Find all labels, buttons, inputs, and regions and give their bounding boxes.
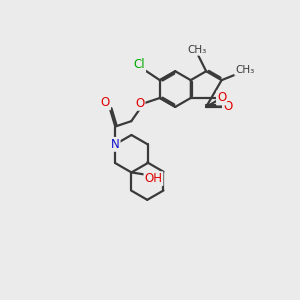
Text: O: O [217, 92, 226, 104]
Text: N: N [111, 138, 120, 151]
Text: O: O [135, 97, 145, 110]
Text: O: O [101, 96, 110, 109]
Text: CH₃: CH₃ [187, 45, 206, 55]
Text: Cl: Cl [134, 58, 145, 71]
Text: O: O [223, 100, 232, 113]
Text: OH: OH [144, 172, 162, 185]
Text: CH₃: CH₃ [235, 65, 254, 75]
